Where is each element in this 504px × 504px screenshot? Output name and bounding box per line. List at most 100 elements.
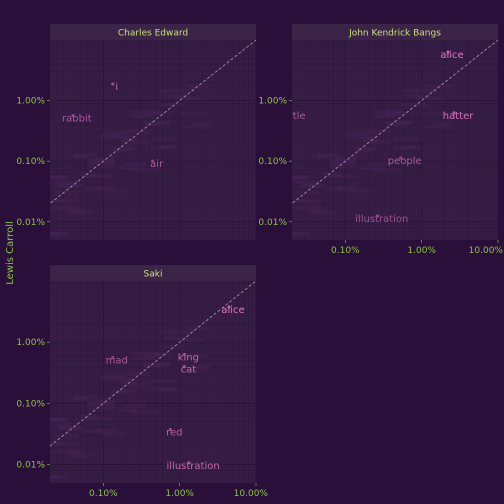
background-word-smudge bbox=[150, 387, 173, 392]
word-point bbox=[182, 364, 186, 369]
background-word-smudge bbox=[425, 124, 451, 129]
x-tick-label: 1.00% bbox=[407, 246, 436, 256]
background-word-smudge bbox=[362, 137, 379, 142]
background-word-smudge bbox=[122, 140, 151, 145]
word-label-illustration: illustration bbox=[355, 214, 408, 225]
word-label-cat: cat bbox=[181, 364, 197, 375]
background-word-smudge bbox=[112, 146, 135, 151]
background-word-smudge bbox=[155, 120, 172, 125]
background-word-smudge bbox=[50, 474, 68, 479]
background-word-smudge bbox=[297, 180, 320, 185]
background-word-smudge bbox=[95, 185, 115, 190]
word-label-illustration: illustration bbox=[167, 461, 220, 472]
panel-background bbox=[292, 40, 498, 240]
background-word-smudge bbox=[360, 166, 380, 171]
background-word-smudge bbox=[392, 145, 415, 150]
background-word-smudge bbox=[151, 379, 177, 384]
background-word-smudge bbox=[55, 199, 81, 204]
y-axis-label: Lewis Carroll bbox=[5, 221, 16, 285]
panel-strip bbox=[50, 24, 256, 40]
background-word-smudge bbox=[53, 191, 79, 196]
background-word-smudge bbox=[123, 161, 146, 166]
x-tick-label: 1.00% bbox=[165, 489, 194, 499]
background-word-smudge bbox=[50, 474, 60, 479]
word-label-i: i bbox=[115, 82, 118, 93]
background-word-smudge bbox=[118, 408, 138, 413]
background-word-smudge bbox=[172, 330, 195, 335]
reference-line-diagonal bbox=[292, 40, 498, 205]
word-point bbox=[376, 214, 380, 218]
x-tick-label: 10.00% bbox=[234, 489, 269, 499]
background-word-smudge bbox=[120, 379, 137, 384]
word-point bbox=[151, 159, 155, 163]
y-tick-label: 0.10% bbox=[258, 157, 287, 167]
background-word-smudge bbox=[29, 453, 45, 457]
background-word-smudge bbox=[132, 167, 161, 172]
panel-plot-area: i rabbit air bbox=[10, 40, 256, 240]
background-word-smudge bbox=[118, 166, 138, 171]
word-label-air: air bbox=[150, 159, 164, 170]
background-word-smudge bbox=[50, 231, 60, 236]
background-word-smudge bbox=[144, 121, 170, 126]
background-word-smudge bbox=[51, 206, 80, 211]
word-point bbox=[286, 111, 289, 114]
word-label-alice: alice bbox=[221, 305, 244, 316]
background-word-smudge bbox=[122, 382, 151, 387]
background-word-smudge bbox=[50, 198, 65, 203]
background-word-smudge bbox=[86, 401, 115, 406]
panel-background bbox=[50, 40, 256, 240]
y-tick-label: 1.00% bbox=[16, 97, 45, 107]
background-word-smudge bbox=[309, 209, 326, 214]
background-word-smudge bbox=[161, 387, 178, 392]
background-word-smudge bbox=[316, 153, 339, 158]
background-word-smudge bbox=[71, 453, 94, 458]
background-word-smudge bbox=[29, 210, 45, 214]
background-word-smudge bbox=[103, 373, 129, 378]
word-label-turtle: turtle bbox=[278, 111, 305, 122]
background-word-smudge bbox=[154, 111, 174, 116]
background-word-smudge bbox=[84, 174, 113, 179]
background-word-smudge bbox=[10, 196, 35, 200]
background-word-smudge bbox=[102, 189, 128, 194]
word-point bbox=[111, 355, 115, 360]
panel-plot-area: alice hatter turtle people illustration bbox=[261, 40, 498, 240]
background-word-smudge bbox=[293, 206, 322, 211]
background-word-smudge bbox=[74, 395, 97, 400]
panel-title: Saki bbox=[144, 270, 163, 280]
background-word-smudge bbox=[131, 351, 160, 356]
background-word-smudge bbox=[297, 199, 323, 204]
background-word-smudge bbox=[191, 122, 211, 127]
background-word-smudge bbox=[261, 199, 277, 203]
background-word-smudge bbox=[50, 175, 68, 180]
background-word-smudge bbox=[50, 175, 66, 180]
background-word-smudge bbox=[417, 96, 446, 101]
background-word-smudge bbox=[50, 417, 68, 422]
background-word-smudge bbox=[69, 396, 86, 401]
background-word-smudge bbox=[80, 414, 100, 419]
background-word-smudge bbox=[163, 335, 189, 340]
background-word-smudge bbox=[328, 159, 357, 164]
background-word-smudge bbox=[74, 153, 97, 158]
x-tick-label: 0.10% bbox=[331, 246, 360, 256]
background-word-smudge bbox=[179, 353, 208, 358]
background-word-smudge bbox=[403, 145, 420, 150]
background-word-smudge bbox=[429, 84, 452, 89]
panel-strip bbox=[50, 265, 256, 281]
background-word-smudge bbox=[19, 199, 35, 203]
background-word-smudge bbox=[399, 102, 428, 107]
panel-strip bbox=[292, 24, 498, 40]
background-word-smudge bbox=[123, 403, 146, 408]
background-word-smudge bbox=[191, 364, 211, 369]
background-word-smudge bbox=[365, 161, 388, 166]
background-word-smudge bbox=[71, 210, 94, 215]
background-word-smudge bbox=[175, 96, 204, 101]
background-word-smudge bbox=[397, 120, 414, 125]
background-word-smudge bbox=[373, 109, 402, 114]
background-word-smudge bbox=[120, 137, 137, 142]
background-word-smudge bbox=[115, 377, 132, 382]
word-label-mad: mad bbox=[106, 355, 128, 366]
background-word-smudge bbox=[414, 88, 437, 93]
background-word-smudge bbox=[187, 326, 210, 331]
